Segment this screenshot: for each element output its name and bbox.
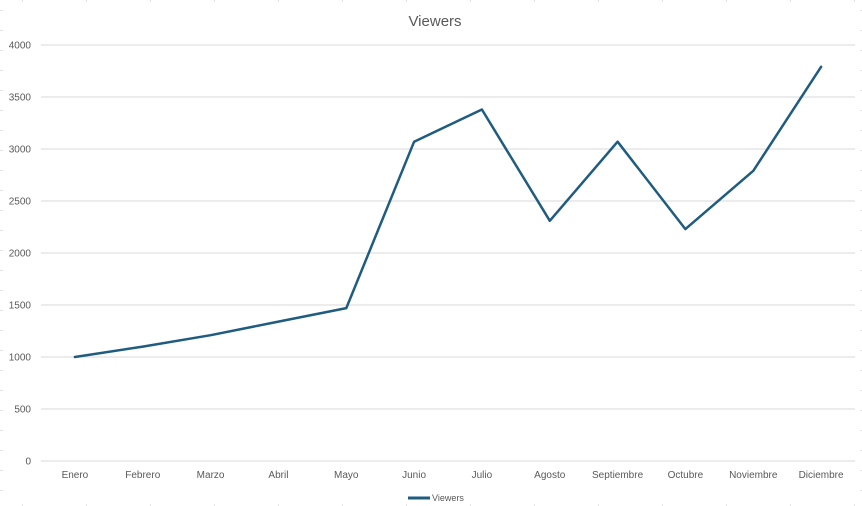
data-point-mayo[interactable] (343, 305, 349, 311)
data-point-octubre[interactable] (682, 226, 688, 232)
data-point-agosto[interactable] (547, 218, 553, 224)
data-point-junio[interactable] (411, 139, 417, 145)
y-tick-label-1000: 1000 (9, 353, 32, 364)
x-tick-label-agosto: Agosto (534, 470, 566, 481)
x-tick-label-septiembre: Septiembre (592, 470, 644, 481)
y-tick-label-2000: 2000 (9, 249, 32, 260)
y-tick-label-2500: 2500 (9, 197, 32, 208)
x-tick-label-marzo: Marzo (197, 470, 225, 481)
x-tick-label-enero: Enero (62, 470, 89, 481)
x-tick-label-octubre: Octubre (668, 470, 704, 481)
y-tick-label-4000: 4000 (9, 41, 32, 52)
data-point-septiembre[interactable] (615, 139, 621, 145)
x-tick-label-mayo: Mayo (334, 470, 359, 481)
series-layer (72, 64, 824, 360)
legend-label-viewers: Viewers (432, 493, 464, 503)
y-tick-label-500: 500 (14, 405, 31, 416)
data-point-abril[interactable] (275, 319, 281, 325)
y-tick-label-1500: 1500 (9, 301, 32, 312)
y-tick-label-3000: 3000 (9, 145, 32, 156)
y-axis-tick-labels: 0 500 1000 1500 2000 2500 3000 3500 4000 (9, 41, 32, 468)
data-point-noviembre[interactable] (750, 168, 756, 174)
x-tick-label-noviembre: Noviembre (729, 470, 778, 481)
data-point-diciembre[interactable] (818, 64, 824, 70)
chart-title: Viewers (408, 13, 461, 30)
data-point-julio[interactable] (479, 106, 485, 112)
x-tick-label-diciembre: Diciembre (799, 470, 844, 481)
x-tick-label-febrero: Febrero (125, 470, 160, 481)
y-tick-label-0: 0 (25, 457, 31, 468)
data-point-marzo[interactable] (208, 332, 214, 338)
gridlines (41, 44, 855, 462)
data-point-febrero[interactable] (140, 344, 146, 350)
x-axis-tick-labels: Enero Febrero Marzo Abril Mayo Junio Julio Agos… (62, 470, 844, 481)
y-tick-label-3500: 3500 (9, 93, 32, 104)
data-point-enero[interactable] (72, 354, 78, 360)
legend[interactable]: Viewers (408, 493, 464, 503)
x-tick-label-junio: Junio (402, 470, 426, 481)
series-line-viewers[interactable] (73, 65, 823, 359)
x-tick-label-julio: Julio (472, 470, 493, 481)
x-tick-label-abril: Abril (268, 470, 288, 481)
